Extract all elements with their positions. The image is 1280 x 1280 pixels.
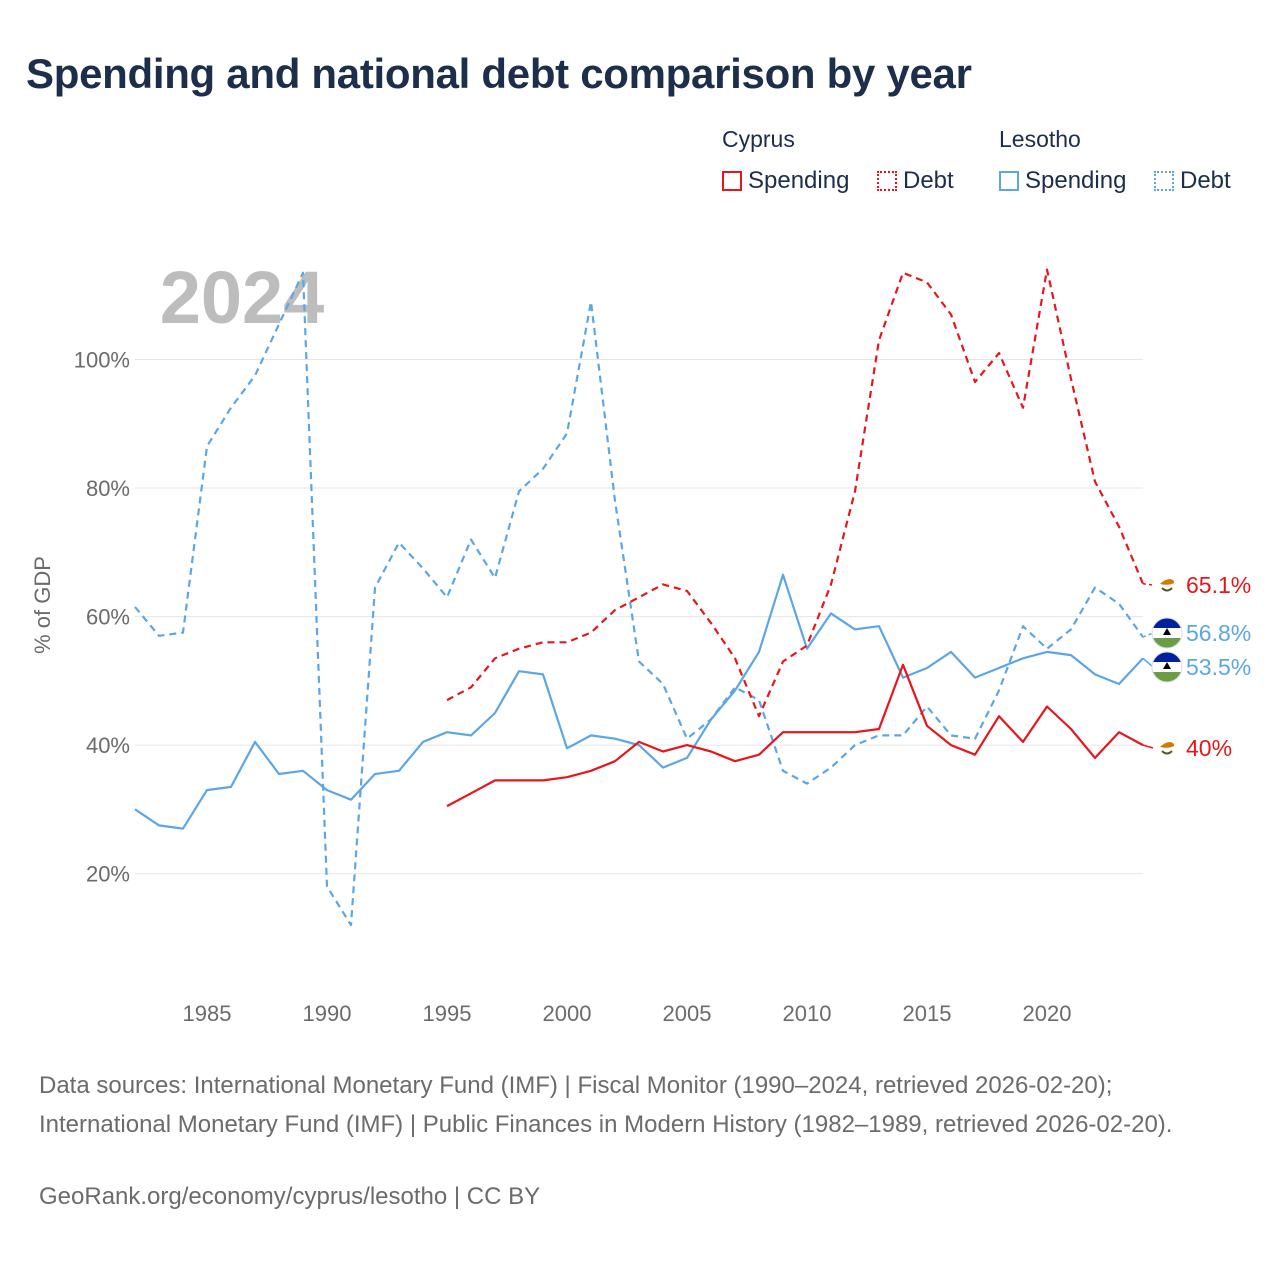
legend-label: Debt bbox=[1180, 167, 1231, 194]
y-axis-label: % of GDP bbox=[30, 556, 55, 654]
series-lines bbox=[134, 268, 1145, 927]
legend-item-cyprus-spending[interactable]: Spending bbox=[722, 167, 849, 195]
cyprus-flag-icon bbox=[1156, 574, 1178, 596]
x-tick-label: 2015 bbox=[903, 1001, 952, 1026]
lesotho-debt-line bbox=[134, 271, 1144, 927]
gridlines bbox=[135, 359, 1143, 875]
cyprus-debt-line bbox=[446, 268, 1145, 718]
y-tick-label: 100% bbox=[74, 348, 130, 373]
x-tick-label: 1995 bbox=[423, 1001, 472, 1026]
line-chart: 2024 20% 40% 60% 80% 100% 1985 1990 1995 2000 20… bbox=[30, 256, 1251, 1026]
legend-label: Spending bbox=[1025, 167, 1127, 194]
legend-swatch-solid bbox=[999, 171, 1019, 191]
legend-label: Spending bbox=[748, 167, 850, 194]
end-connector bbox=[1142, 583, 1154, 586]
x-tick-label: 2010 bbox=[783, 1001, 832, 1026]
x-tick-label: 2005 bbox=[663, 1001, 712, 1026]
end-connector bbox=[1142, 632, 1154, 638]
y-tick-label: 80% bbox=[86, 476, 130, 501]
legend-item-lesotho-debt[interactable]: Debt bbox=[1154, 167, 1231, 195]
flag-hat bbox=[1163, 628, 1171, 635]
y-tick-label: 40% bbox=[86, 733, 130, 758]
legend-label: Debt bbox=[903, 167, 954, 194]
flag-bg bbox=[1156, 737, 1178, 759]
data-sources: Data sources: International Monetary Fun… bbox=[39, 1072, 1173, 1138]
legend-country-lesotho: Lesotho bbox=[999, 126, 1081, 152]
flag-stripe-green bbox=[1152, 672, 1182, 682]
lesotho-flag-icon bbox=[1151, 617, 1183, 649]
cyprus-spending-line bbox=[446, 663, 1144, 808]
flag-body bbox=[1152, 618, 1182, 648]
flag-border bbox=[1151, 617, 1183, 649]
legend-swatch-dotted bbox=[1154, 171, 1174, 191]
x-tick-label: 1990 bbox=[303, 1001, 352, 1026]
legend-item-cyprus-debt[interactable]: Debt bbox=[877, 167, 954, 195]
flag-stripe-blue bbox=[1152, 652, 1182, 662]
year-watermark: 2024 bbox=[160, 256, 325, 339]
end-value-label: 56.8% bbox=[1186, 620, 1251, 646]
end-markers: 56.8% 53.5% 65.1% 40% bbox=[1142, 572, 1251, 761]
flag-border bbox=[1151, 651, 1183, 683]
y-tick-label: 60% bbox=[86, 605, 130, 630]
credit-link[interactable]: GeoRank.org/economy/cyprus/lesotho | CC … bbox=[39, 1183, 541, 1210]
x-tick-label: 1985 bbox=[183, 1001, 232, 1026]
flag-stripe-blue bbox=[1152, 618, 1182, 628]
legend-country-cyprus: Cyprus bbox=[722, 126, 795, 152]
end-value-label: 53.5% bbox=[1186, 654, 1251, 680]
flag-island bbox=[1160, 579, 1175, 585]
cyprus-flag-icon bbox=[1156, 737, 1178, 759]
flag-body bbox=[1152, 652, 1182, 682]
end-connector bbox=[1142, 657, 1154, 668]
flag-bg bbox=[1156, 574, 1178, 596]
flag-olive bbox=[1161, 750, 1173, 755]
x-tick-label: 2000 bbox=[543, 1001, 592, 1026]
y-axis-ticks: 20% 40% 60% 80% 100% bbox=[74, 348, 130, 887]
end-value-label: 65.1% bbox=[1186, 572, 1251, 598]
end-connector bbox=[1142, 744, 1154, 749]
legend-swatch-solid bbox=[722, 171, 742, 191]
flag-island bbox=[1160, 742, 1175, 748]
end-value-label: 40% bbox=[1186, 735, 1232, 761]
chart-title: Spending and national debt comparison by… bbox=[26, 50, 972, 97]
x-tick-label: 2020 bbox=[1023, 1001, 1072, 1026]
flag-stripe-green bbox=[1152, 638, 1182, 648]
lesotho-flag-icon bbox=[1151, 651, 1183, 683]
y-tick-label: 20% bbox=[86, 862, 130, 887]
flag-hat bbox=[1163, 662, 1171, 669]
x-axis-ticks: 1985 1990 1995 2000 2005 2010 2015 2020 bbox=[183, 1001, 1072, 1026]
lesotho-spending-line bbox=[134, 573, 1144, 830]
flag-olive bbox=[1161, 587, 1173, 592]
legend-swatch-dotted bbox=[877, 171, 897, 191]
legend-item-lesotho-spending[interactable]: Spending bbox=[999, 167, 1126, 195]
